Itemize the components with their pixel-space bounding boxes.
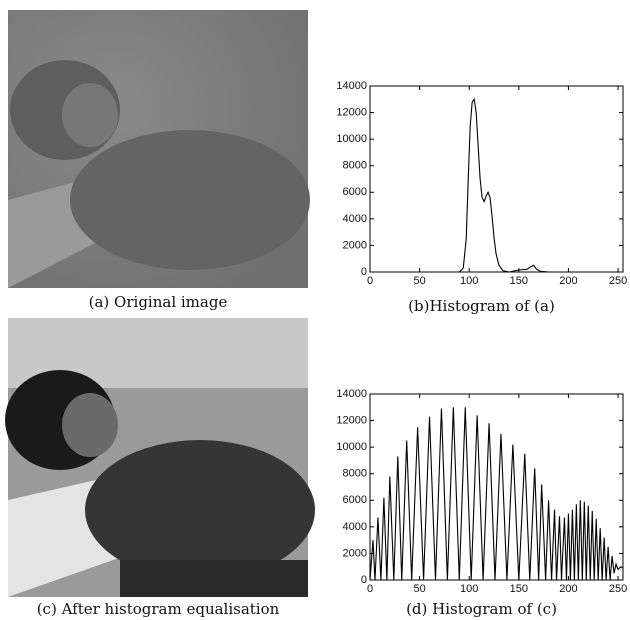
y-tick-label: 2000 bbox=[343, 239, 367, 251]
y-tick-label: 4000 bbox=[343, 213, 367, 225]
caption: (a) Original image bbox=[89, 293, 228, 311]
x-tick-label: 0 bbox=[367, 275, 373, 287]
y-tick-label: 6000 bbox=[343, 494, 367, 506]
caption: (d) Histogram of (c) bbox=[406, 600, 557, 618]
y-tick-label: 12000 bbox=[336, 414, 367, 426]
caption: (c) After histogram equalisation bbox=[37, 600, 280, 618]
histogram-line bbox=[370, 97, 623, 273]
x-tick-label: 100 bbox=[460, 583, 478, 595]
x-tick-label: 250 bbox=[609, 275, 627, 287]
photo-equalised bbox=[5, 318, 315, 597]
x-tick-label: 150 bbox=[510, 583, 528, 595]
x-tick-label: 200 bbox=[559, 275, 577, 287]
x-tick-label: 50 bbox=[413, 275, 425, 287]
y-tick-label: 6000 bbox=[343, 186, 367, 198]
y-tick-label: 8000 bbox=[343, 160, 367, 172]
x-tick-label: 250 bbox=[609, 583, 627, 595]
x-tick-label: 0 bbox=[367, 583, 373, 595]
y-tick-label: 10000 bbox=[336, 133, 367, 145]
y-tick-label: 10000 bbox=[336, 441, 367, 453]
plot-frame bbox=[369, 85, 624, 273]
photo-original bbox=[8, 10, 310, 288]
x-tick-label: 100 bbox=[460, 275, 478, 287]
x-tick-label: 150 bbox=[510, 275, 528, 287]
y-tick-label: 12000 bbox=[336, 106, 367, 118]
caption: (b)Histogram of (a) bbox=[408, 297, 555, 315]
histogram-line bbox=[369, 407, 624, 581]
y-tick-label: 8000 bbox=[343, 468, 367, 480]
x-tick-label: 50 bbox=[413, 583, 425, 595]
y-tick-label: 2000 bbox=[343, 547, 367, 559]
plot-frame bbox=[369, 393, 624, 581]
y-tick-label: 14000 bbox=[336, 388, 367, 400]
x-tick-label: 200 bbox=[559, 583, 577, 595]
y-tick-label: 0 bbox=[361, 574, 367, 586]
y-tick-label: 0 bbox=[361, 266, 367, 278]
y-tick-label: 14000 bbox=[336, 80, 367, 92]
y-tick-label: 4000 bbox=[343, 521, 367, 533]
